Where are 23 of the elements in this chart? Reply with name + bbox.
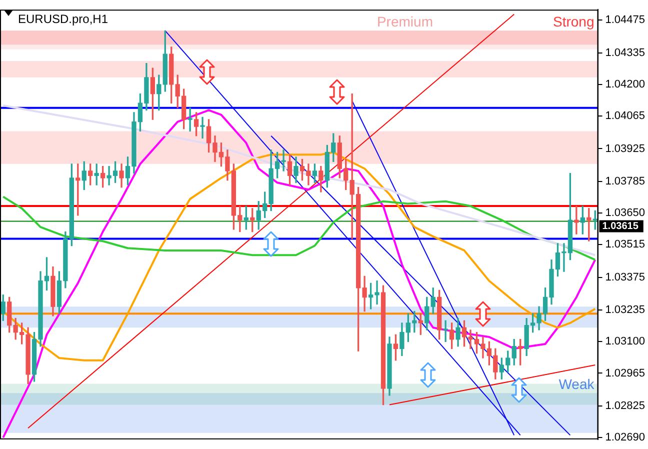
- candlestick: [574, 206, 579, 234]
- y-tick-label: 1.04065: [605, 110, 646, 122]
- y-tick-label: 1.03375: [605, 271, 646, 284]
- y-tick-label: 1.02965: [605, 367, 646, 380]
- y-tick-label: 1.03515: [605, 238, 646, 251]
- y-tick-label: 1.03650: [605, 207, 646, 220]
- y-tick-label: 1.02690: [605, 432, 646, 444]
- y-tick-label: 1.04475: [605, 14, 646, 26]
- band-label: Strong: [552, 14, 594, 30]
- y-tick-label: 1.02825: [605, 400, 646, 412]
- candlestick: [188, 107, 192, 132]
- candlestick: [443, 320, 448, 342]
- band-label: Weak: [558, 376, 596, 392]
- y-tick-label: 1.03785: [605, 176, 646, 188]
- ref-line-label: 1.03615: [602, 220, 639, 232]
- y-tick-label: 1.04335: [605, 46, 646, 59]
- band-label: Premium: [376, 14, 433, 30]
- y-tick-label: 1.04200: [605, 78, 646, 90]
- y-tick-label: 1.03235: [605, 304, 646, 316]
- y-tick-label: 1.03925: [605, 142, 646, 155]
- chart-title: EURUSD.pro,H1: [18, 12, 108, 26]
- y-tick-label: 1.03100: [605, 336, 646, 348]
- candlestick: [200, 116, 205, 139]
